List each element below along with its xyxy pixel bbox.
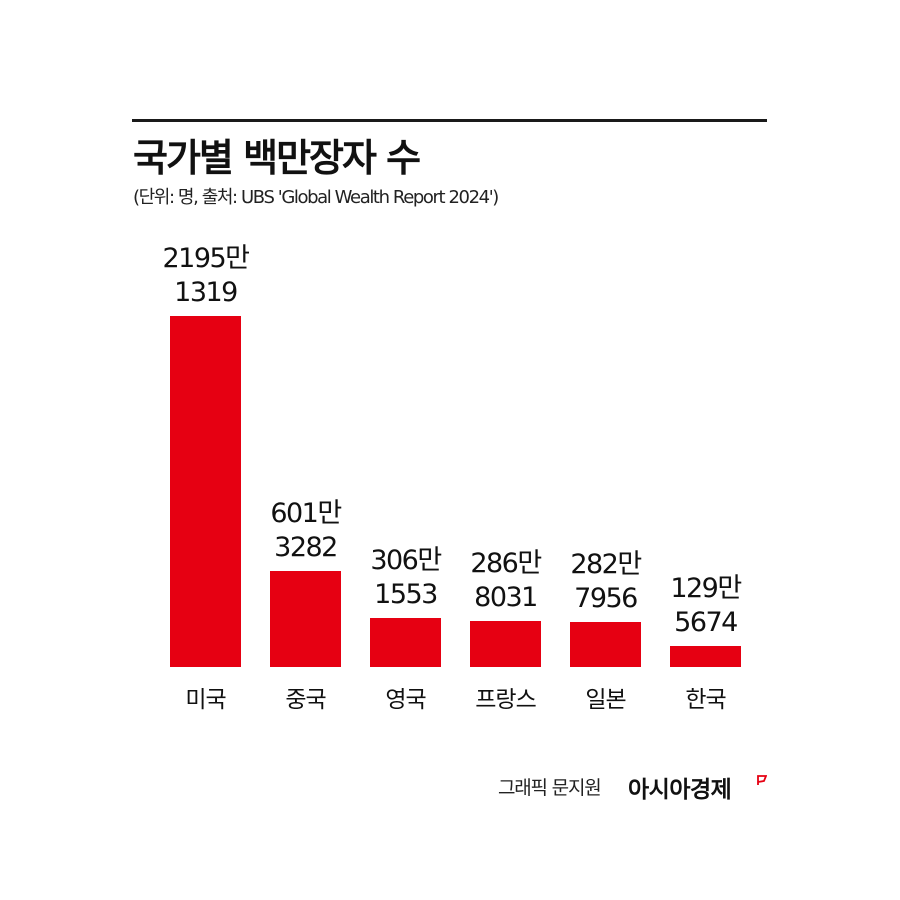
category-label: 중국	[285, 687, 326, 713]
graphic-credit: 그래픽 문지원	[498, 777, 602, 799]
header-rule	[132, 119, 767, 122]
red-flag-icon	[757, 775, 767, 785]
value-label: 286만 8031	[470, 548, 542, 613]
category-label: 한국	[685, 687, 726, 713]
value-label: 306만 1553	[370, 545, 442, 610]
value-label: 129만 5674	[670, 573, 742, 638]
bar	[370, 618, 441, 667]
value-label: 2195만 1319	[162, 243, 250, 308]
bar	[170, 316, 241, 667]
category-label: 영국	[385, 687, 426, 713]
chart-subtitle: (단위: 명, 출처: UBS 'Global Wealth Report 20…	[133, 187, 499, 208]
chart-title: 국가별 백만장자 수	[133, 136, 421, 180]
brand-logo-text: 아시아경제	[628, 777, 732, 803]
bar	[670, 646, 741, 667]
bar	[470, 621, 541, 667]
category-label: 프랑스	[475, 687, 536, 713]
bar	[270, 571, 341, 667]
category-label: 일본	[585, 687, 626, 713]
value-label: 282만 7956	[570, 549, 642, 614]
value-label: 601만 3282	[270, 498, 342, 563]
bar	[570, 622, 641, 667]
category-label: 미국	[185, 687, 226, 713]
